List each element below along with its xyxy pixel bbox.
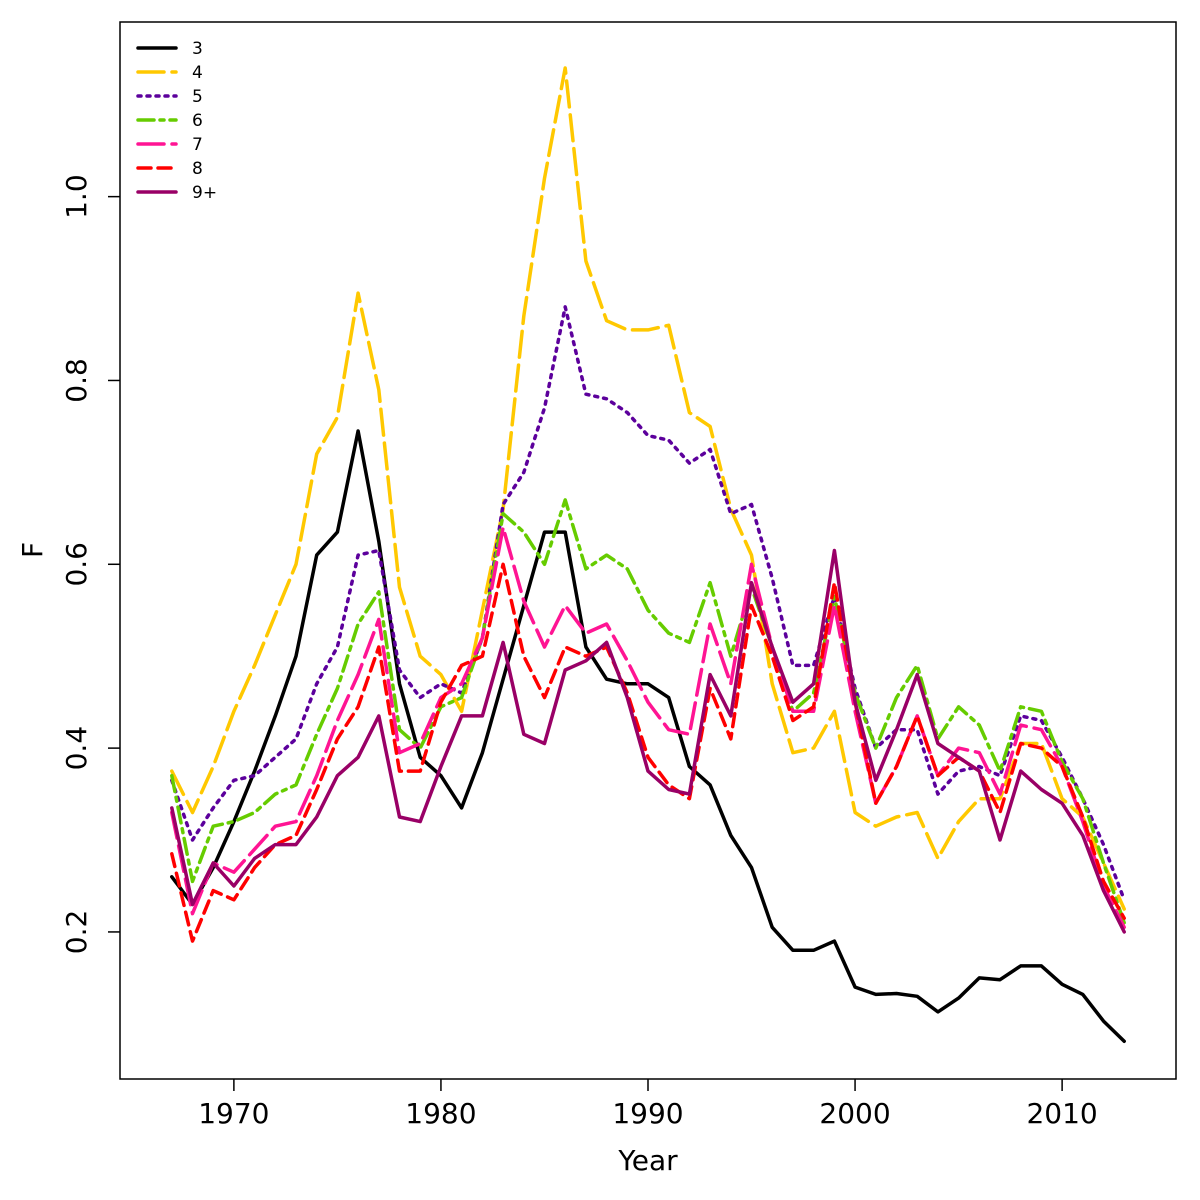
series-line-3 [170,429,1126,1044]
y-axis-title: F [16,542,49,558]
y-tick-label: 0.8 [60,358,93,403]
x-tick-label: 2000 [819,1097,890,1130]
legend-label: 7 [192,135,203,155]
y-tick-label: 0.6 [60,542,93,587]
legend-label: 8 [192,159,203,179]
legend-label: 6 [192,111,203,131]
y-tick-label: 1.0 [60,174,93,219]
legend: 3 4 5 6 7 8 9+ [136,39,217,203]
x-tick-label: 1980 [405,1097,476,1130]
y-tick-label: 0.4 [60,726,93,771]
series-line-8 [170,562,1126,943]
legend-label: 4 [192,63,203,83]
legend-label: 3 [192,39,203,59]
x-tick-label: 1970 [198,1097,269,1130]
x-tick-label: 2010 [1026,1097,1097,1130]
series-layer [170,66,1126,1044]
x-tick-label: 1990 [612,1097,683,1130]
legend-label: 5 [192,87,203,107]
series-line-5 [170,305,1126,902]
legend-label: 9+ [192,183,217,203]
series-line-6 [170,498,1126,925]
x-axis: 1970 1980 1990 2000 2010 [198,1079,1098,1130]
series-line-4 [170,66,1126,911]
x-axis-title: Year [617,1144,678,1177]
y-axis: 0.2 0.4 0.6 0.8 1.0 [60,174,120,954]
series-line-7 [170,525,1126,930]
series-line-9plus [170,548,1126,934]
y-tick-label: 0.2 [60,910,93,955]
